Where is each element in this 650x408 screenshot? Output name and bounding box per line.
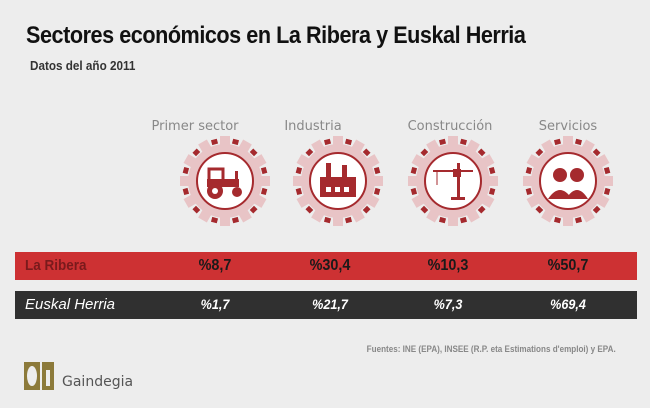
sector-label: Servicios [538,119,598,134]
value-cell: %69,4 [550,296,586,312]
gear-tractor-icon [180,136,270,226]
value-cell: %10,3 [427,257,469,274]
crane-icon [433,163,473,200]
factory-icon [320,163,356,197]
row-label: La Ribera [25,257,87,274]
chart-title: Sectores económicos en La Ribera y Euska… [26,22,526,49]
value-cell: %50,7 [547,257,589,274]
gear-people-icon [523,136,613,226]
source-note: Fuentes: INE (EPA), INSEE (R.P. eta Esti… [366,344,616,354]
value-cell: %7,3 [433,296,463,312]
row-label: Euskal Herria [25,296,116,313]
tractor-icon [207,167,242,199]
value-cell: %8,7 [198,257,232,274]
sector-label: Primer sector [151,119,239,134]
sector-label: Industria [284,119,342,134]
people-icon [548,168,588,199]
sector-label: Construcción [407,119,493,134]
value-cell: %30,4 [309,257,351,274]
row-euskal-herria: Euskal Herria %1,7 %21,7 %7,3 %69,4 [15,291,637,319]
gear-crane-icon [408,136,498,226]
gear-factory-icon [293,136,383,226]
value-cell: %21,7 [312,296,348,312]
value-cell: %1,7 [200,296,230,312]
chart-subtitle: Datos del año 2011 [30,58,136,73]
row-la-ribera: La Ribera %8,7 %30,4 %10,3 %50,7 [15,252,637,280]
logo-text: Gaindegia [62,374,134,390]
gaindegia-logo [24,362,54,390]
